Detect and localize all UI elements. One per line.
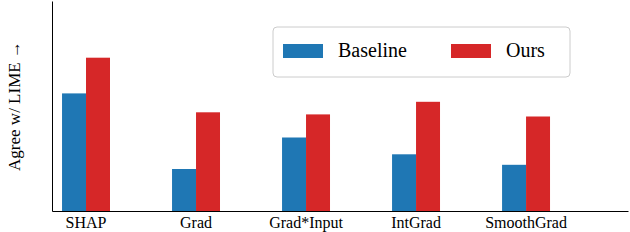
y-axis-line	[52, 2, 53, 212]
legend-swatch	[451, 44, 491, 58]
x-tick: Grad*Input	[269, 211, 343, 232]
bar	[86, 58, 110, 211]
chart-svg: SHAP Grad Grad*Input IntGrad SmoothGrad Agree…	[0, 0, 630, 232]
bar	[392, 154, 416, 211]
legend-swatch	[283, 44, 323, 58]
x-tick-label: Grad	[180, 214, 212, 231]
x-tick: IntGrad	[391, 211, 441, 231]
y-axis-title: Agree w/ LIME →	[5, 41, 24, 171]
x-tick-label: IntGrad	[391, 214, 441, 231]
bar	[306, 114, 330, 211]
legend-label: Ours	[506, 39, 545, 61]
bar-series	[62, 93, 526, 211]
plot-area	[62, 58, 550, 211]
bar	[196, 112, 220, 211]
bar	[172, 169, 196, 211]
x-axis-line	[53, 211, 629, 212]
bar	[416, 102, 440, 211]
legend-label: Baseline	[338, 39, 407, 61]
y-axis	[52, 2, 53, 212]
bar	[282, 138, 306, 212]
bar	[502, 165, 526, 211]
bar	[62, 93, 86, 211]
chart-container: SHAP Grad Grad*Input IntGrad SmoothGrad Agree…	[0, 0, 630, 232]
x-tick: SHAP	[66, 211, 107, 231]
x-tick-label: SHAP	[66, 214, 107, 231]
x-tick-label: Grad*Input	[269, 214, 343, 232]
x-tick: Grad	[180, 211, 212, 231]
x-tick: SmoothGrad	[485, 211, 567, 231]
bar-series	[86, 58, 550, 211]
legend-frame	[273, 27, 570, 77]
x-tick-label: SmoothGrad	[485, 214, 567, 231]
x-axis: SHAP Grad Grad*Input IntGrad SmoothGrad	[53, 211, 629, 232]
legend: Baseline Ours	[273, 27, 570, 77]
bar	[526, 117, 550, 212]
